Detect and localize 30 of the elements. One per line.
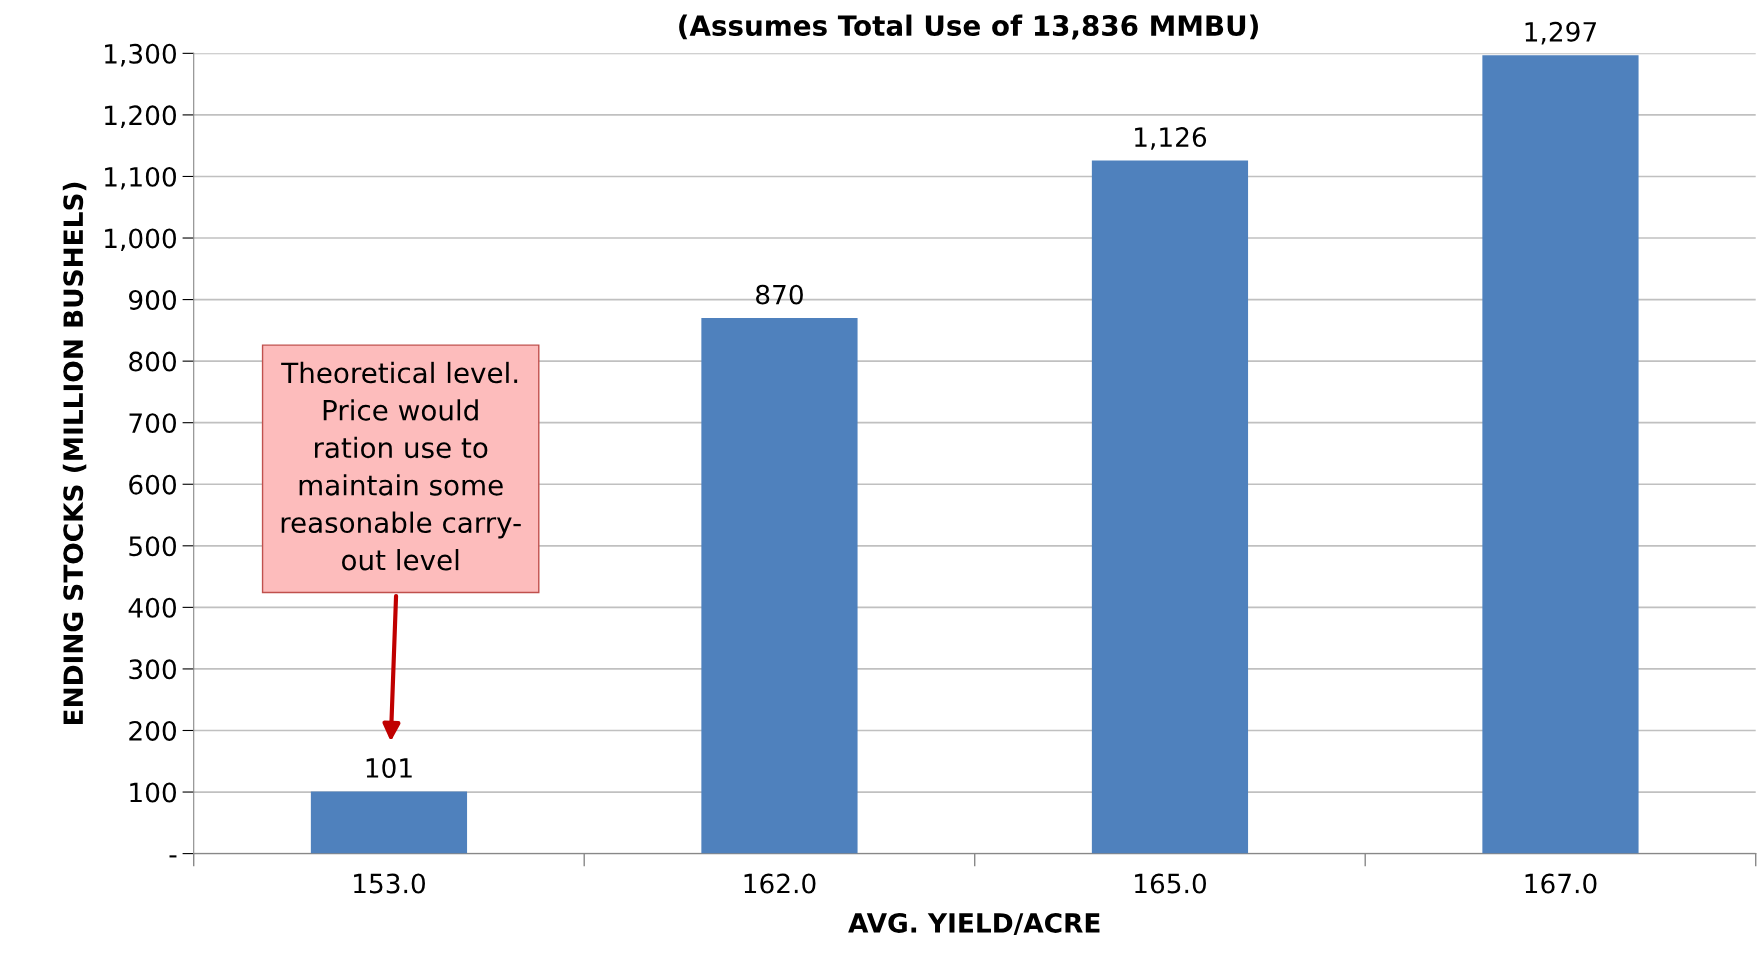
x-tick-label: 153.0 [354, 873, 425, 894]
data-label: 1,126 [1135, 127, 1207, 150]
chart-title: (Assumes Total Use of 13,836 MMBU) [679, 14, 1258, 40]
y-tick-label: 500 [129, 536, 176, 557]
annotation: Theoretical level. Price would ration use to maintain some reasonable carry- out level [281, 361, 521, 571]
y-tick-label: 300 [129, 659, 176, 680]
x-tick-label: 165.0 [1135, 873, 1206, 894]
bar [701, 318, 858, 854]
y-tick-label: - [169, 855, 177, 858]
y-tick-label: 900 [129, 290, 176, 310]
bar [1091, 160, 1249, 854]
y-tick-label: 1,200 [105, 105, 176, 128]
y-tick-label: 1,300 [105, 43, 176, 67]
data-label: 101 [366, 758, 412, 778]
bar [310, 791, 468, 854]
x-tick-label: 162.0 [744, 873, 816, 894]
y-tick-label: 700 [129, 413, 176, 434]
y-tick-label: 600 [129, 474, 176, 495]
data-label: 1,297 [1525, 21, 1596, 45]
y-tick-label: 100 [130, 782, 176, 803]
y-tick-label: 400 [128, 597, 176, 618]
x-axis-title: AVG. YIELD/ACRE [848, 912, 1100, 935]
y-axis-title: ENDING STOCKS (MILLION BUSHELS) [62, 182, 87, 725]
y-tick-label: 200 [129, 720, 176, 741]
x-tick-label: 167.0 [1525, 873, 1597, 894]
y-tick-label: 800 [129, 351, 176, 372]
data-label: 870 [756, 284, 803, 305]
bar [1482, 55, 1639, 854]
y-tick-label: 1,000 [105, 228, 176, 252]
y-tick-label: 1,100 [105, 166, 176, 190]
